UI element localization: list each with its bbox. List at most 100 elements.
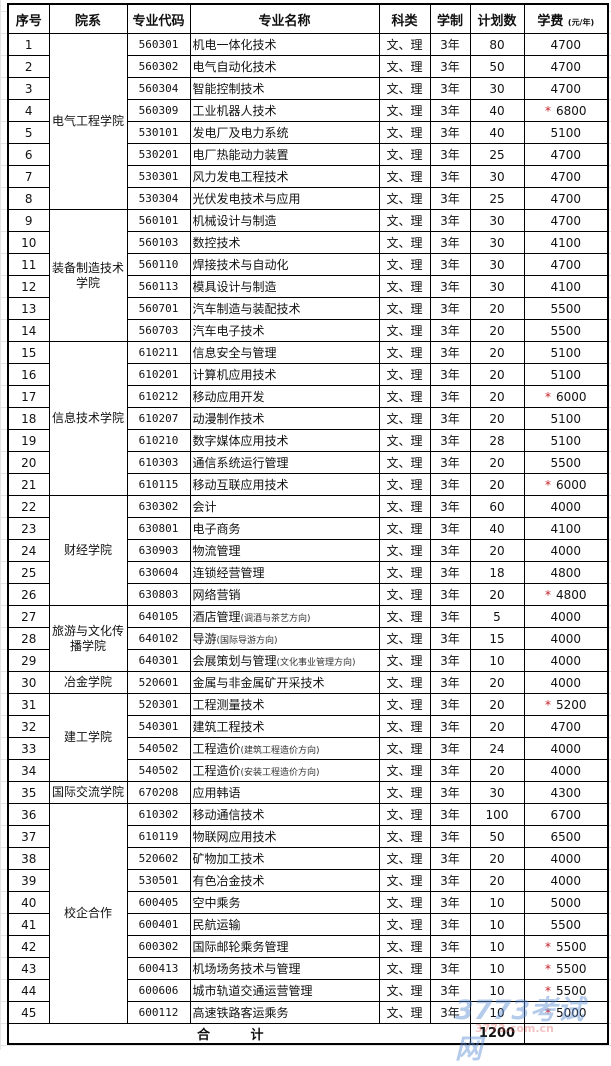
fee-value: 4700 bbox=[550, 719, 582, 734]
quota-cell: 20 bbox=[469, 759, 525, 782]
asterisk-icon: * bbox=[544, 983, 551, 998]
subject-cell: 文、理 bbox=[378, 407, 431, 430]
seq-cell: 12 bbox=[7, 275, 50, 298]
subject-cell: 文、理 bbox=[378, 671, 431, 694]
fee-value: 4000 bbox=[550, 499, 582, 514]
table-row: 37 610119 物联网应用技术 文、理 3年 50 6500 bbox=[7, 825, 609, 848]
fee-cell: 5500 bbox=[523, 297, 609, 320]
subject-cell: 文、理 bbox=[378, 869, 431, 892]
major-name: 物流管理 bbox=[192, 544, 241, 558]
header-name: 专业名称 bbox=[189, 3, 380, 34]
duration-cell: 3年 bbox=[429, 539, 471, 562]
major-name: 移动互联应用技术 bbox=[192, 478, 289, 492]
fee-cell: 6500 bbox=[523, 825, 609, 848]
major-name-cell: 发电厂及电力系统 bbox=[189, 121, 380, 144]
table-row: 40 600405 空中乘务 文、理 3年 10 5000 bbox=[7, 891, 609, 914]
major-name: 模具设计与制造 bbox=[192, 280, 277, 294]
major-name-cell: 高速铁路客运乘务 bbox=[189, 1001, 380, 1024]
fee-value: 4000 bbox=[550, 609, 582, 624]
table-row: 45 600112 高速铁路客运乘务 文、理 3年 10 * 5000 bbox=[7, 1001, 609, 1024]
duration-cell: 3年 bbox=[429, 275, 471, 298]
seq-cell: 30 bbox=[7, 671, 50, 694]
code-cell: 530101 bbox=[126, 121, 191, 144]
quota-cell: 28 bbox=[469, 429, 525, 452]
duration-cell: 3年 bbox=[429, 781, 471, 804]
major-name-cell: 模具设计与制造 bbox=[189, 275, 380, 298]
code-cell: 560302 bbox=[126, 55, 191, 78]
major-name-cell: 通信系统运行管理 bbox=[189, 451, 380, 474]
total-quota: 1200 bbox=[469, 1023, 525, 1045]
code-cell: 600401 bbox=[126, 913, 191, 936]
major-name-cell: 网络营销 bbox=[189, 583, 380, 606]
major-name: 通信系统运行管理 bbox=[192, 456, 289, 470]
duration-cell: 3年 bbox=[429, 429, 471, 452]
duration-cell: 3年 bbox=[429, 583, 471, 606]
quota-cell: 25 bbox=[469, 143, 525, 166]
subject-cell: 文、理 bbox=[378, 209, 431, 232]
subject-cell: 文、理 bbox=[378, 539, 431, 562]
quota-cell: 100 bbox=[469, 803, 525, 826]
code-cell: 630803 bbox=[126, 583, 191, 606]
seq-cell: 29 bbox=[7, 649, 50, 672]
subject-cell: 文、理 bbox=[378, 451, 431, 474]
quota-cell: 30 bbox=[469, 781, 525, 804]
duration-cell: 3年 bbox=[429, 209, 471, 232]
major-note: (调酒与茶艺方向) bbox=[240, 614, 311, 624]
seq-cell: 36 bbox=[7, 803, 50, 826]
fee-cell: 4000 bbox=[523, 627, 609, 650]
header-code: 专业代码 bbox=[126, 3, 191, 34]
major-name: 机械设计与制造 bbox=[192, 214, 277, 228]
major-name: 建筑工程技术 bbox=[192, 720, 265, 734]
seq-cell: 4 bbox=[7, 99, 50, 122]
table-row: 36 校企合作 610302 移动通信技术 文、理 3年 100 6700 bbox=[7, 803, 609, 1024]
major-name-cell: 城市轨道交通运营管理 bbox=[189, 979, 380, 1002]
major-name: 民航运输 bbox=[192, 918, 241, 932]
fee-cell: 4000 bbox=[523, 671, 609, 694]
quota-cell: 10 bbox=[469, 913, 525, 936]
major-name: 移动应用开发 bbox=[192, 390, 265, 404]
subject-cell: 文、理 bbox=[378, 605, 431, 628]
duration-cell: 3年 bbox=[429, 451, 471, 474]
subject-cell: 文、理 bbox=[378, 715, 431, 738]
fee-cell: * 6800 bbox=[523, 99, 609, 122]
major-name-cell: 电厂热能动力装置 bbox=[189, 143, 380, 166]
major-name-cell: 机电一体化技术 bbox=[189, 33, 380, 56]
watermark-url: 3773.com.cn bbox=[475, 1022, 554, 1035]
subject-cell: 文、理 bbox=[378, 319, 431, 342]
seq-cell: 20 bbox=[7, 451, 50, 474]
dept-cell: 信息技术学院 bbox=[48, 341, 128, 496]
fee-value: 5500 bbox=[555, 961, 587, 976]
fee-value: 4700 bbox=[550, 81, 582, 96]
asterisk-icon: * bbox=[544, 103, 551, 118]
code-cell: 610115 bbox=[126, 473, 191, 496]
code-cell: 520601 bbox=[126, 671, 191, 694]
header-subject: 科类 bbox=[378, 3, 431, 34]
fee-value: 6800 bbox=[555, 103, 587, 118]
fee-value: 5100 bbox=[550, 433, 582, 448]
code-cell: 530201 bbox=[126, 143, 191, 166]
fee-cell: * 5500 bbox=[523, 935, 609, 958]
subject-cell: 文、理 bbox=[378, 891, 431, 914]
major-name-cell: 有色冶金技术 bbox=[189, 869, 380, 892]
fee-value: 4300 bbox=[550, 785, 582, 800]
table-row: 3 560304 智能控制技术 文、理 3年 30 4700 bbox=[7, 77, 609, 100]
seq-cell: 37 bbox=[7, 825, 50, 848]
fee-value: 6000 bbox=[555, 389, 587, 404]
fee-cell: 4700 bbox=[523, 187, 609, 210]
major-name: 动漫制作技术 bbox=[192, 412, 265, 426]
table-row: 7 530301 风力发电工程技术 文、理 3年 30 4700 bbox=[7, 165, 609, 188]
major-name: 机场场务技术与管理 bbox=[192, 962, 301, 976]
fee-cell: 4100 bbox=[523, 517, 609, 540]
code-cell: 560110 bbox=[126, 253, 191, 276]
dept-cell: 建工学院 bbox=[48, 693, 128, 782]
fee-value: 5100 bbox=[550, 345, 582, 360]
code-cell: 610210 bbox=[126, 429, 191, 452]
fee-cell: * 5500 bbox=[523, 957, 609, 980]
code-cell: 610119 bbox=[126, 825, 191, 848]
seq-cell: 16 bbox=[7, 363, 50, 386]
code-cell: 520301 bbox=[126, 693, 191, 716]
major-name-cell: 计算机应用技术 bbox=[189, 363, 380, 386]
major-name: 电厂热能动力装置 bbox=[192, 148, 289, 162]
quota-cell: 20 bbox=[469, 341, 525, 364]
table-row: 35 国际交流学院 670208 应用韩语 文、理 3年 30 4300 bbox=[7, 781, 609, 804]
